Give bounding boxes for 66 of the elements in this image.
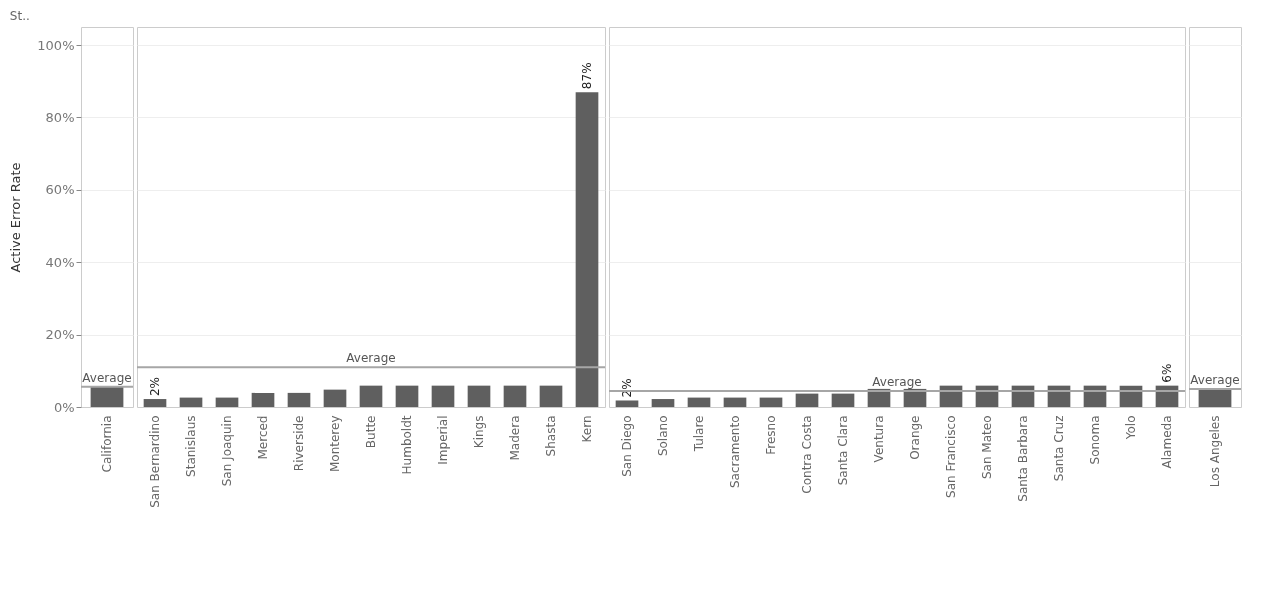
x-tick-label: Santa Clara [836, 415, 850, 486]
x-tick-label: California [100, 415, 114, 473]
x-tick-label: San Diego [620, 415, 634, 477]
x-tick-label: Ventura [872, 415, 886, 463]
x-tick-label: San Francisco [944, 415, 958, 498]
bar [179, 397, 203, 407]
y-tick-label: 80% [45, 109, 75, 125]
bar [687, 397, 711, 407]
x-tick-label: Kern [580, 415, 594, 443]
bar [431, 385, 455, 407]
ref-line-label: Average [872, 375, 922, 390]
x-tick-label: Shasta [544, 415, 558, 457]
x-tick-label: Stanislaus [184, 415, 198, 477]
bar [723, 397, 747, 407]
y-tick-label: 60% [45, 182, 75, 198]
bar [395, 385, 419, 407]
y-axis-title: Active Error Rate [8, 162, 24, 273]
x-tick-label: Fresno [764, 415, 778, 455]
bar [143, 399, 167, 407]
x-tick-label: Los Angeles [1208, 415, 1222, 488]
y-tick-label: 20% [45, 327, 75, 343]
x-tick-label: Riverside [292, 415, 306, 472]
x-tick-label: Santa Barbara [1016, 415, 1030, 502]
bar [503, 385, 527, 407]
bar [251, 392, 275, 407]
x-tick-label: Yolo [1124, 415, 1138, 441]
bar [323, 389, 347, 407]
y-tick-label: 40% [45, 254, 75, 270]
bar [359, 385, 383, 407]
ref-line-label: Average [82, 370, 132, 385]
bar [539, 385, 563, 407]
data-label: 2% [148, 376, 162, 397]
x-tick-label: Madera [508, 415, 522, 461]
x-tick-label: Alameda [1160, 415, 1174, 469]
x-tick-label: Contra Costa [800, 415, 814, 494]
chart-title: St.. [9, 9, 30, 23]
x-tick-label: Imperial [436, 415, 450, 465]
x-tick-label: San Joaquin [220, 415, 234, 487]
ref-line-label: Average [346, 351, 396, 366]
x-tick-label: Solano [656, 415, 670, 457]
x-tick-label: Butte [364, 415, 378, 449]
bar [615, 400, 639, 407]
x-tick-label: Monterey [328, 415, 342, 473]
x-tick-label: Kings [472, 415, 486, 449]
bar [651, 399, 675, 407]
bar [287, 392, 311, 407]
bar [795, 393, 819, 407]
bar [467, 385, 491, 407]
x-tick-label: Orange [908, 415, 922, 460]
data-label: 6% [1160, 363, 1174, 383]
x-tick-label: Santa Cruz [1052, 415, 1066, 482]
x-tick-label: San Mateo [980, 415, 994, 480]
x-tick-label: Merced [256, 415, 270, 460]
data-label: 87% [580, 62, 594, 90]
bar [831, 393, 855, 407]
bar [215, 397, 239, 407]
y-tick-label: 0% [53, 399, 75, 415]
x-tick-label: Tulare [692, 415, 706, 453]
ref-line-label: Average [1190, 372, 1240, 387]
x-tick-label: Humboldt [400, 415, 414, 475]
x-tick-label: Sacramento [728, 415, 742, 489]
bar [575, 92, 599, 407]
x-tick-label: San Bernardino [148, 415, 162, 508]
x-tick-label: Sonoma [1088, 415, 1102, 465]
y-tick-label: 100% [37, 37, 75, 53]
bar [759, 397, 783, 407]
